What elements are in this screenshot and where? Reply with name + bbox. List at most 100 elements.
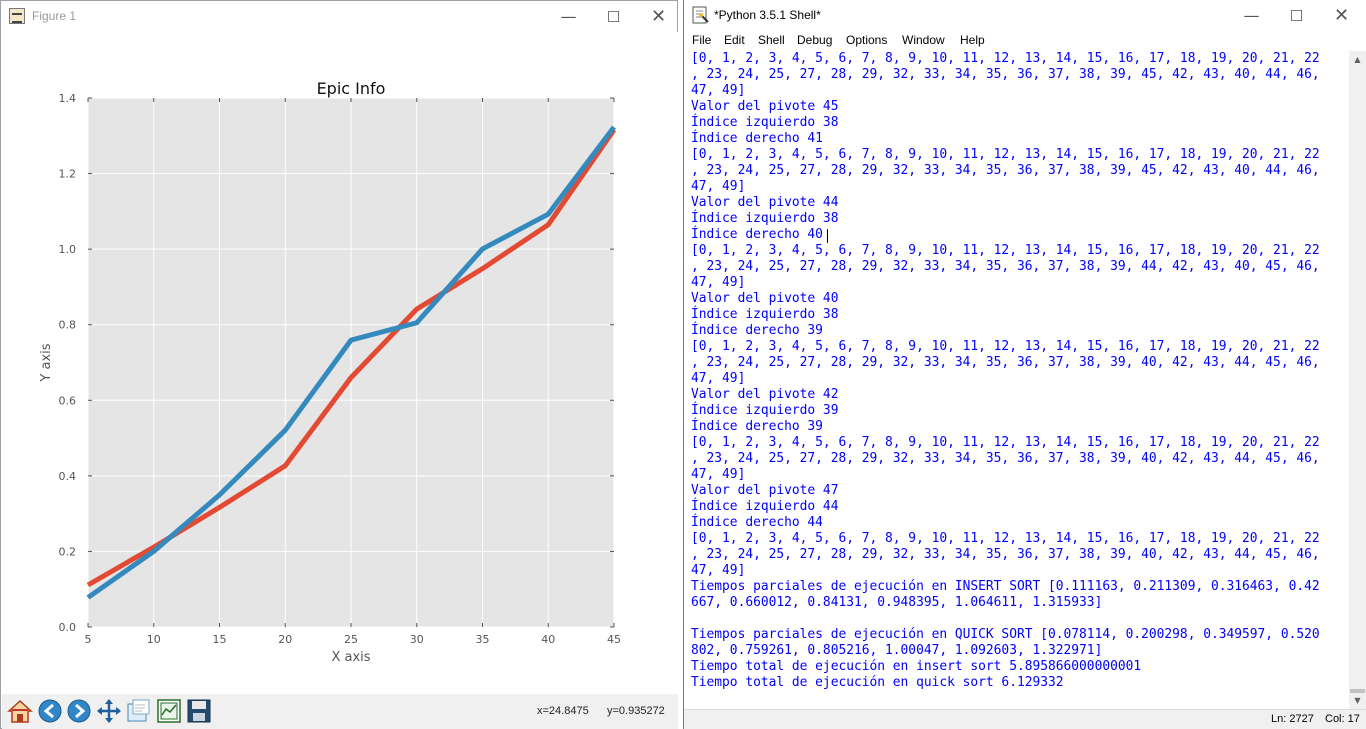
shell-output-line: 802, 0.759261, 0.805216, 1.00047, 1.0926… <box>691 643 1103 658</box>
text-cursor <box>827 229 828 243</box>
x-axis-label: X axis <box>331 650 370 665</box>
menu-debug[interactable]: Debug <box>797 33 833 47</box>
x-tick-label: 25 <box>344 633 358 646</box>
matplotlib-app-icon <box>9 8 25 24</box>
line-chart: 5 10 15 20 25 30 35 40 45 0.0 0.2 0.4 0.6 0.8 1.0 1.2 1.… <box>39 79 621 665</box>
menu-file[interactable]: File <box>692 33 712 47</box>
python-idle-icon <box>692 6 710 24</box>
shell-output-line: Índice izquierdo 39 <box>691 403 839 418</box>
shell-text-area[interactable]: [0, 1, 2, 3, 4, 5, 6, 7, 8, 9, 10, 11, 1… <box>684 51 1348 709</box>
y-axis-label: Y axis <box>39 343 54 382</box>
shell-output-line: Tiempos parciales de ejecución en INSERT… <box>691 579 1320 594</box>
x-tick-label: 10 <box>147 633 161 646</box>
shell-output-line: , 23, 24, 25, 27, 28, 29, 32, 33, 34, 35… <box>691 259 1320 274</box>
menu-bar: File Edit Shell Debug Options Window Hel… <box>684 31 1366 51</box>
home-icon[interactable] <box>6 697 34 725</box>
shell-output-line: [0, 1, 2, 3, 4, 5, 6, 7, 8, 9, 10, 11, 1… <box>691 435 1320 450</box>
zoom-icon[interactable] <box>125 697 153 725</box>
navigation-toolbar: x=24.8475 y=0.935272 <box>2 694 678 729</box>
shell-output-line: , 23, 24, 25, 27, 28, 29, 32, 33, 34, 35… <box>691 67 1320 82</box>
shell-output-line: , 23, 24, 25, 27, 28, 29, 32, 33, 34, 35… <box>691 547 1320 562</box>
subplots-icon[interactable] <box>155 697 183 725</box>
close-icon[interactable]: ✕ <box>650 6 667 27</box>
shell-output-line: 47, 49] <box>691 563 746 578</box>
x-tick-label: 5 <box>85 633 92 646</box>
column-number: Col: 17 <box>1325 713 1360 725</box>
shell-output-line: , 23, 24, 25, 27, 28, 29, 32, 33, 34, 35… <box>691 355 1320 370</box>
y-tick-label: 0.8 <box>59 319 77 332</box>
menu-shell[interactable]: Shell <box>758 33 785 47</box>
cursor-y-readout: y=0.935272 <box>607 705 665 717</box>
back-arrow-icon[interactable] <box>36 697 64 725</box>
shell-output-line: [0, 1, 2, 3, 4, 5, 6, 7, 8, 9, 10, 11, 1… <box>691 531 1320 546</box>
x-tick-label: 45 <box>607 633 621 646</box>
shell-output-line: Índice derecho 40 <box>691 227 823 242</box>
vertical-scrollbar[interactable]: ▲ ▼ <box>1349 51 1366 709</box>
y-tick-label: 0.4 <box>59 470 77 483</box>
shell-output-line: [0, 1, 2, 3, 4, 5, 6, 7, 8, 9, 10, 11, 1… <box>691 339 1320 354</box>
scrollbar-thumb[interactable] <box>1350 689 1365 693</box>
python-shell-window: *Python 3.5.1 Shell* — ☐ ✕ File Edit She… <box>683 0 1366 729</box>
menu-help[interactable]: Help <box>960 33 985 47</box>
status-bar: Ln: 2727 Col: 17 <box>684 709 1366 729</box>
x-tick-label: 40 <box>541 633 555 646</box>
x-tick-label: 15 <box>213 633 227 646</box>
shell-output-line: 47, 49] <box>691 371 746 386</box>
maximize-icon[interactable]: ☐ <box>1289 6 1304 25</box>
minimize-icon[interactable]: — <box>560 7 577 26</box>
y-tick-label: 1.4 <box>59 92 77 105</box>
menu-options[interactable]: Options <box>846 33 888 47</box>
save-icon[interactable] <box>185 697 213 725</box>
menu-window[interactable]: Window <box>902 33 945 47</box>
shell-output-line: Índice derecho 39 <box>691 419 823 434</box>
x-tick-label: 35 <box>476 633 490 646</box>
y-tick-label: 0.2 <box>59 545 77 558</box>
shell-output-line: 47, 49] <box>691 275 746 290</box>
shell-window-title: *Python 3.5.1 Shell* <box>714 8 821 22</box>
shell-output-line: Índice izquierdo 38 <box>691 307 839 322</box>
x-tick-label: 30 <box>410 633 424 646</box>
chart-title: Epic Info <box>317 79 386 98</box>
shell-output-line: Valor del pivote 44 <box>691 195 839 210</box>
shell-output-line: Valor del pivote 47 <box>691 483 839 498</box>
line-number: Ln: 2727 <box>1271 713 1314 725</box>
shell-output-line: , 23, 24, 25, 27, 28, 29, 32, 33, 34, 35… <box>691 451 1320 466</box>
scroll-up-icon[interactable]: ▲ <box>1354 55 1361 64</box>
figure-window-title: Figure 1 <box>32 9 77 23</box>
shell-output-line: Tiempos parciales de ejecución en QUICK … <box>691 627 1320 642</box>
shell-output-line: 667, 0.660012, 0.84131, 0.948395, 1.0646… <box>691 595 1103 610</box>
shell-output-line: 47, 49] <box>691 467 746 482</box>
shell-title-bar[interactable]: *Python 3.5.1 Shell* — ☐ ✕ <box>684 0 1366 31</box>
shell-output-line: Índice derecho 41 <box>691 131 823 146</box>
shell-output-line: Tiempo total de ejecución en insert sort… <box>691 659 1142 674</box>
shell-output-line: Tiempo total de ejecución en quick sort … <box>691 675 1064 690</box>
shell-output-line: Índice izquierdo 44 <box>691 499 839 514</box>
shell-output-line: 47, 49] <box>691 83 746 98</box>
shell-output-line: [0, 1, 2, 3, 4, 5, 6, 7, 8, 9, 10, 11, 1… <box>691 51 1320 66</box>
y-tick-label: 1.0 <box>59 243 77 256</box>
scroll-down-icon[interactable]: ▼ <box>1354 696 1361 705</box>
y-tick-label: 0.6 <box>59 394 77 407</box>
shell-output-line: Valor del pivote 40 <box>691 291 839 306</box>
shell-output-line: , 23, 24, 25, 27, 28, 29, 32, 33, 34, 35… <box>691 163 1320 178</box>
figure-title-bar[interactable]: Figure 1 — ☐ ✕ <box>1 1 677 32</box>
close-icon[interactable]: ✕ <box>1333 5 1350 26</box>
shell-output-line: [0, 1, 2, 3, 4, 5, 6, 7, 8, 9, 10, 11, 1… <box>691 147 1320 162</box>
plot-canvas[interactable]: 5 10 15 20 25 30 35 40 45 0.0 0.2 0.4 0.6 0.8 1.0 1.2 1.… <box>2 32 678 694</box>
y-tick-label: 0.0 <box>59 621 77 634</box>
shell-output-line: 47, 49] <box>691 179 746 194</box>
cursor-x-readout: x=24.8475 <box>537 705 589 717</box>
pan-icon[interactable] <box>95 697 123 725</box>
shell-output-line: Índice derecho 44 <box>691 515 823 530</box>
minimize-icon[interactable]: — <box>1243 6 1260 25</box>
maximize-icon[interactable]: ☐ <box>606 7 621 26</box>
figure-window: Figure 1 — ☐ ✕ 5 10 15 20 25 30 35 40 45 0.0 0.2 0.… <box>0 0 678 729</box>
series-line-1 <box>86 125 616 600</box>
x-tick-label: 20 <box>278 633 292 646</box>
shell-output-line: [0, 1, 2, 3, 4, 5, 6, 7, 8, 9, 10, 11, 1… <box>691 243 1320 258</box>
shell-output-line: Valor del pivote 42 <box>691 387 839 402</box>
menu-edit[interactable]: Edit <box>724 33 745 47</box>
shell-output-line: Índice izquierdo 38 <box>691 211 839 226</box>
forward-arrow-icon[interactable] <box>65 697 93 725</box>
shell-output-line: Valor del pivote 45 <box>691 99 839 114</box>
